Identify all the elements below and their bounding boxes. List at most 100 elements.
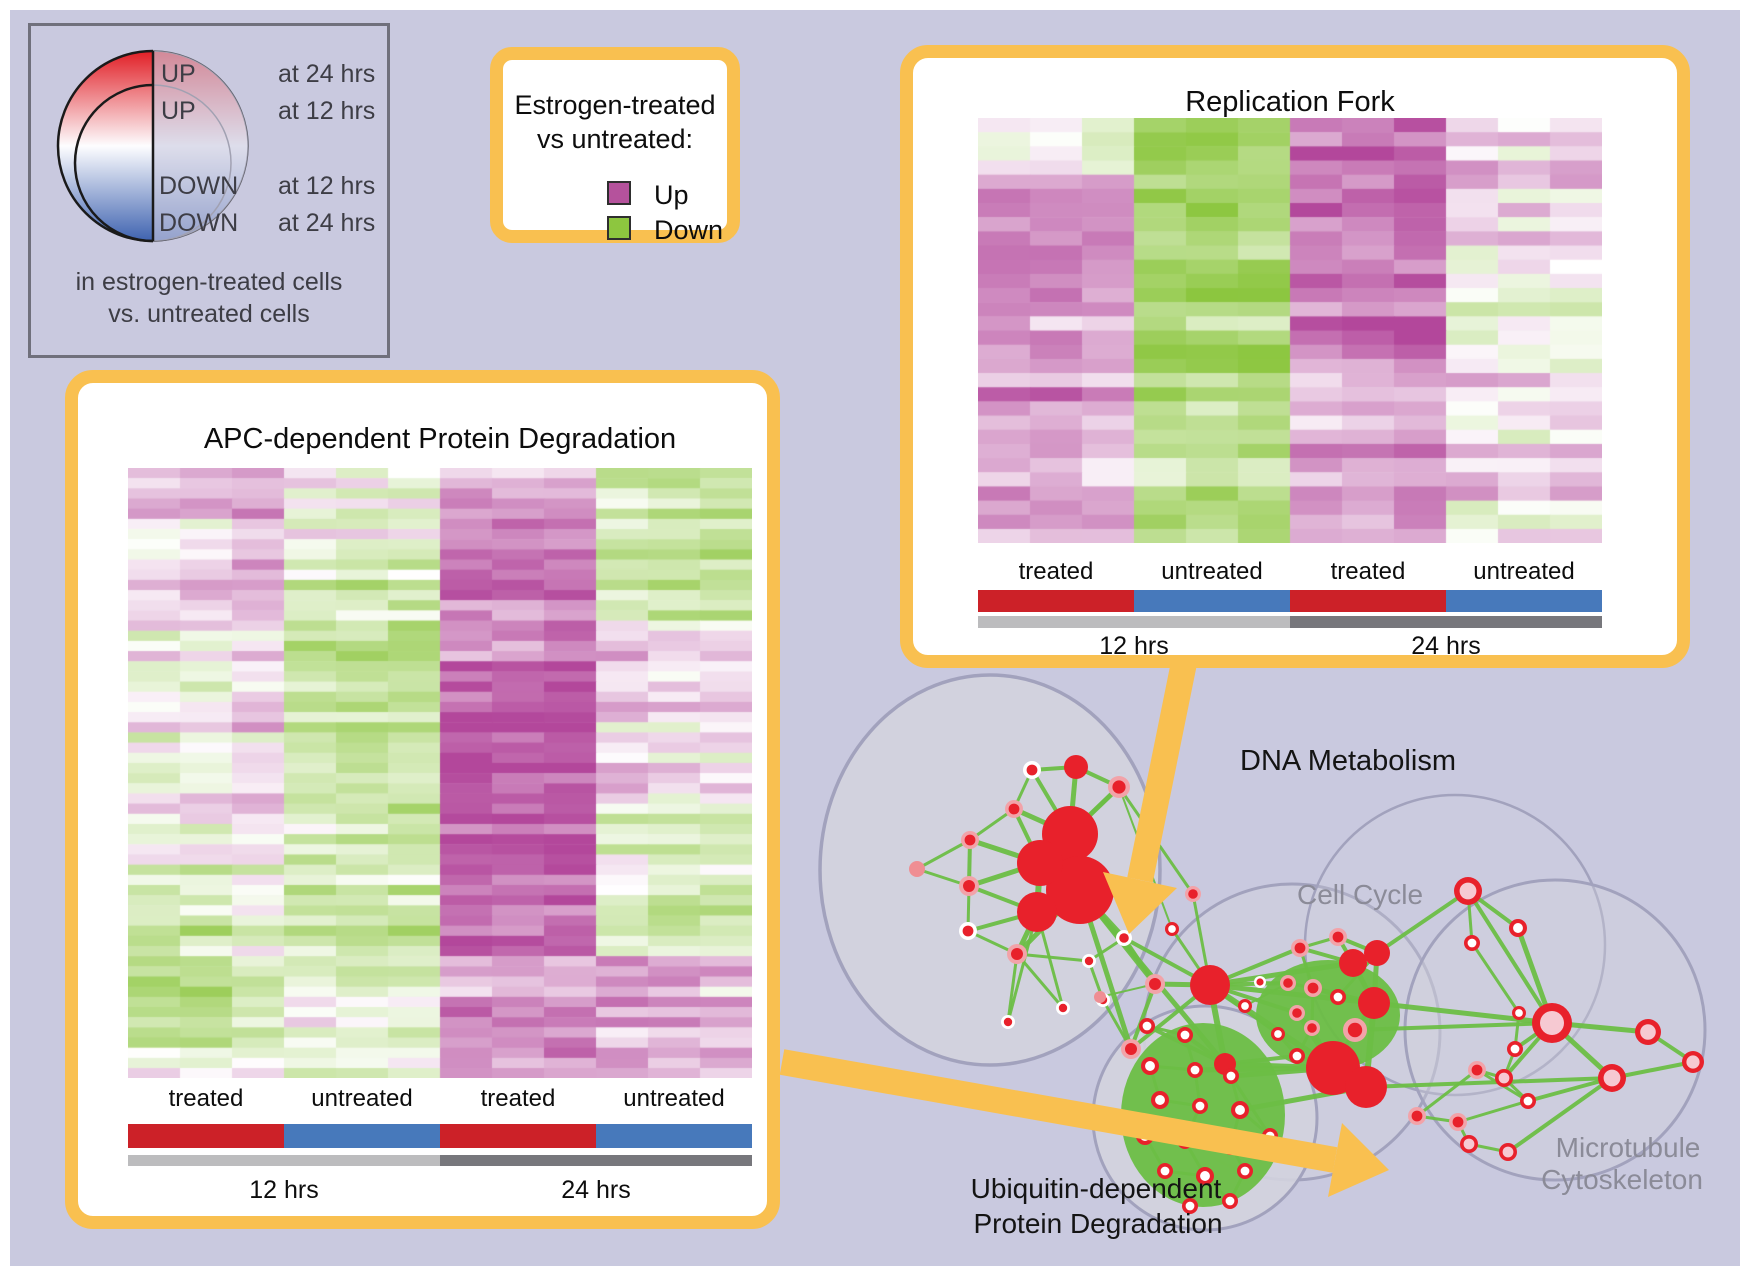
group-bar [1446,590,1602,612]
gene-node-core [1119,933,1129,943]
network-label: Protein Degradation [973,1208,1222,1239]
gene-node-core [1058,1003,1068,1013]
apc-group-bars [128,1124,752,1148]
ring-legend-box: UP at 24 hrs UP at 12 hrs DOWN at 12 hrs… [28,23,390,358]
network-edge [1015,953,1065,1009]
time-label: 12 hrs [249,1176,319,1204]
time-bar [128,1155,440,1166]
gene-node-core [1003,1017,1013,1027]
gene-node-core [1463,1138,1475,1150]
gene-node-core [1513,923,1523,933]
apc-panel-title: APC-dependent Protein Degradation [203,423,677,455]
apc-group-labels: treated untreated treated untreated [128,1085,752,1113]
replication-fork-panel: Replication Fork treated untreated treated… [900,45,1690,668]
gene-node-core [1190,1065,1200,1075]
time-bar [440,1155,752,1166]
gene-node-core [1540,1011,1564,1035]
ring-time-down24: at 24 hrs [278,209,376,237]
gene-node [909,861,925,877]
ring-time-up24: at 24 hrs [278,60,376,88]
ring-dir-up24: UP [161,60,196,88]
ring-caption-line2: vs. untreated cells [108,300,310,328]
network-label: Cytoskeleton [1541,1164,1703,1195]
gene-node-core [1125,1043,1137,1055]
apc-heatmap-panel: APC-dependent Protein Degradation treate… [65,370,780,1229]
gene-node-core [1160,1166,1170,1176]
gene-node-core [1459,882,1477,900]
group-label: treated [1018,558,1094,585]
gene-node-core [1188,889,1198,899]
gene-node-core [1241,1002,1249,1010]
network-edge [1129,983,1157,1050]
network-label: DNA Metabolism [1240,745,1456,777]
network-label: Ubiquitin-dependent [971,1173,1222,1204]
gene-node [1046,856,1114,924]
gene-node-core [1084,956,1094,966]
group-bar [284,1124,440,1148]
apc-heatmap [128,468,752,1078]
gene-node-core [1471,1064,1483,1076]
group-label: untreated [623,1085,725,1112]
gene-node [1017,840,1063,886]
gene-node [1345,1066,1387,1108]
gene-node-core [1145,1061,1155,1071]
comparison-legend-box: Estrogen-treated vs untreated: Up Down [490,47,740,245]
panel-link-arrow-shaft [1127,645,1200,883]
comparison-title-line1: Estrogen-treated [514,90,716,120]
ring-dir-down24: DOWN [159,209,239,237]
gene-node-core [1307,1023,1317,1033]
gene-node-core [1332,931,1344,943]
apc-time-bars [128,1155,752,1166]
gene-node [1190,965,1230,1005]
gene-node [1339,949,1367,977]
time-label: 24 hrs [1411,632,1481,660]
gene-node-core [1515,1009,1523,1017]
network-edge [1416,1068,1478,1118]
gene-node-core [1008,803,1020,815]
group-label: treated [168,1085,244,1112]
gene-node-core [1452,1116,1464,1128]
rf-heatmap [978,118,1602,543]
network-edge [1016,952,1090,963]
gene-node-core [1686,1055,1700,1069]
ring-gradient-glyph [56,49,249,243]
ring-time-up12: at 12 hrs [278,97,376,125]
group-label: treated [480,1085,556,1112]
group-bar [596,1124,752,1148]
time-bar [978,616,1290,628]
gene-node [1064,755,1088,779]
gene-node [1094,991,1106,1003]
gene-node-core [1292,1008,1302,1018]
gene-node-core [1283,978,1293,988]
ring-dir-up12: UP [161,97,196,125]
gene-node-core [1180,1030,1190,1040]
group-label: untreated [1161,558,1263,585]
gene-node-core [1523,1096,1533,1106]
gene-node-core [1142,1021,1152,1031]
cluster-labels: DNA Metabolism Cell Cycle MicrotubuleCytos… [971,745,1703,1239]
gene-node-core [1225,1196,1235,1206]
time-label: 24 hrs [561,1176,631,1204]
time-label: 12 hrs [1099,632,1169,660]
gene-node-core [1011,948,1023,960]
network-label: Microtubule [1556,1132,1701,1163]
ring-dir-down12: DOWN [159,172,239,200]
gene-node-core [1498,1072,1510,1084]
gene-node-core [963,880,975,892]
rf-group-labels: treated untreated treated untreated [978,558,1602,586]
network-edge [1229,1075,1272,1137]
panel-link-arrow-shaft [779,1049,1338,1173]
network-edge [916,838,971,871]
ring-caption-line1: in estrogen-treated cells [75,268,343,296]
network-edge [1209,982,1375,1006]
cluster-circle-dna-metabolism [818,673,1162,1067]
network-edge [1470,942,1521,1014]
group-bar [440,1124,596,1148]
group-label: treated [1330,558,1406,585]
gene-node-core [1411,1110,1423,1122]
gene-node-core [1274,1030,1282,1038]
gene-node-core [1294,942,1306,954]
comparison-title-line2: vs untreated: [536,124,694,154]
down-color-swatch [607,216,631,240]
